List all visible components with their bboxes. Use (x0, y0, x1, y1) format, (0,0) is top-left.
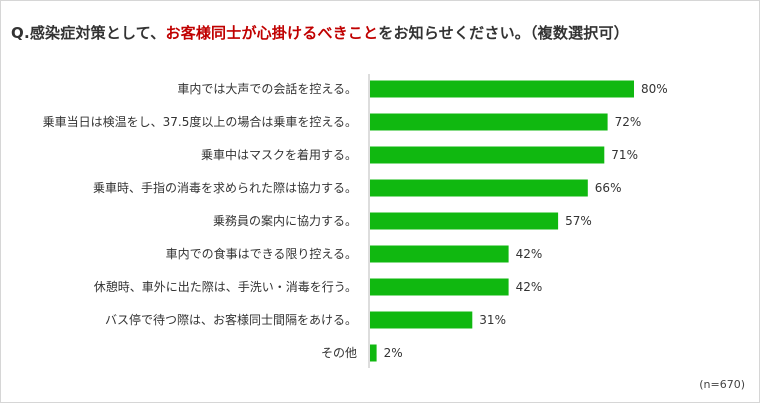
title-suffix: をお知らせください。（複数選択可） (378, 24, 629, 42)
value-label: 71% (611, 148, 638, 162)
bar (370, 212, 559, 230)
bar (370, 179, 588, 197)
category-label: 乗車時、手指の消毒を求められた際は協力する。 (93, 180, 357, 195)
bar (370, 278, 509, 296)
bar (370, 311, 473, 329)
value-label: 66% (595, 181, 622, 195)
category-label: バス停で待つ際は、お客様同士間隔をあける。 (105, 312, 357, 327)
value-label: 2% (384, 346, 403, 360)
bar (370, 146, 605, 164)
bar (370, 344, 377, 362)
value-label: 42% (516, 280, 543, 294)
category-label: 乗車中はマスクを着用する。 (201, 147, 357, 162)
value-label: 72% (615, 115, 642, 129)
bar (370, 113, 608, 131)
bar (370, 80, 634, 98)
title-highlight: お客様同士が心掛けるべきこと (165, 24, 379, 42)
value-label: 31% (479, 313, 506, 327)
bar (370, 245, 509, 263)
title-prefix: Q.感染症対策として、 (11, 24, 166, 42)
value-label: 42% (516, 247, 543, 261)
category-label: その他 (321, 346, 357, 360)
category-label: 乗車当日は検温をし、37.5度以上の場合は乗車を控える。 (43, 114, 357, 129)
value-label: 57% (565, 214, 592, 228)
category-label: 休憩時、車外に出た際は、手洗い・消毒を行う。 (94, 279, 357, 294)
category-label: 車内では大声での会話を控える。 (177, 81, 357, 96)
category-label: 車内での食事はできる限り控える。 (166, 246, 357, 261)
category-label: 乗務員の案内に協力する。 (213, 213, 357, 228)
page-title: Q.感染症対策として、お客様同士が心掛けるべきことをお知らせください。（複数選択… (11, 22, 629, 43)
value-label: 80% (641, 82, 668, 96)
sample-size-note: (n=670) (699, 378, 745, 391)
